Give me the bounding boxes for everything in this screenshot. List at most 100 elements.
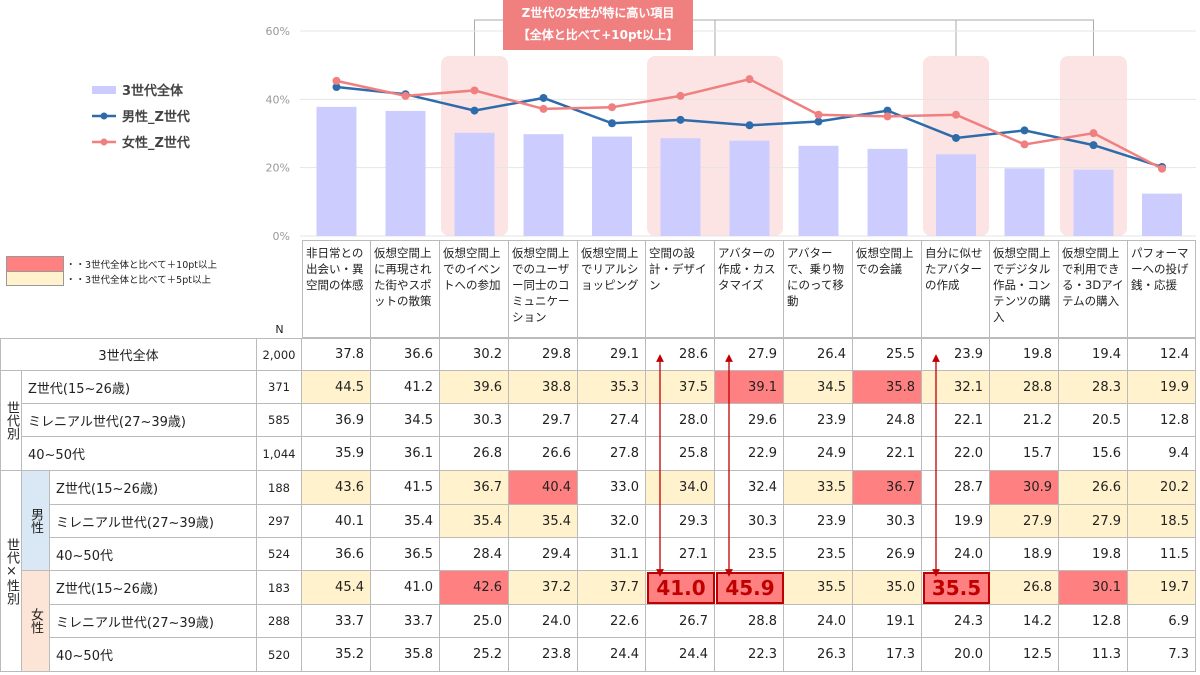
- value-cell: 27.9: [1059, 505, 1128, 538]
- value-cell: 39.6: [440, 371, 509, 404]
- value-cell: 26.6: [509, 437, 578, 471]
- value-cell: 28.7: [922, 471, 990, 505]
- value-cell: 24.9: [784, 437, 853, 471]
- value-cell: 34.5: [784, 371, 853, 404]
- value-cell: 28.3: [1059, 371, 1128, 404]
- value-cell: 19.8: [1059, 538, 1128, 571]
- y-tick-label: 0%: [273, 230, 290, 240]
- row-label: ミレニアル世代(27~39歳): [50, 505, 257, 538]
- value-cell: 26.6: [1059, 471, 1128, 505]
- n-value: 585: [257, 404, 302, 437]
- n-value: 520: [257, 638, 302, 672]
- value-cell: 27.9: [715, 338, 784, 371]
- value-cell: 35.4: [371, 505, 440, 538]
- value-cell: 23.9: [922, 338, 990, 371]
- value-cell: 18.9: [990, 538, 1059, 571]
- value-cell: 19.9: [1128, 371, 1196, 404]
- value-cell: 24.0: [922, 538, 990, 571]
- value-cell: 28.8: [715, 605, 784, 638]
- y-tick-label: 20%: [266, 162, 290, 175]
- column-header: パフォーマーへの投げ銭・応援: [1128, 240, 1196, 338]
- bar: [867, 148, 908, 236]
- value-cell: 35.9: [302, 437, 371, 471]
- value-cell: 41.2: [371, 371, 440, 404]
- line-marker-icon: [92, 112, 116, 119]
- value-cell: 29.4: [509, 538, 578, 571]
- emphasized-value: 45.9: [716, 572, 784, 604]
- column-header: 仮想空間上でデジタル作品・コンテンツの購入: [990, 240, 1059, 338]
- value-cell: 19.4: [1059, 338, 1128, 371]
- value-cell: 20.2: [1128, 471, 1196, 505]
- data-point: [745, 75, 754, 84]
- value-cell: 25.5: [853, 338, 922, 371]
- data-point: [883, 106, 892, 115]
- value-cell: 24.3: [922, 605, 990, 638]
- value-cell: 39.1: [715, 371, 784, 404]
- column-header: 自分に似せたアバターの作成: [922, 240, 990, 338]
- column-header: 仮想空間上でのイベントへの参加: [440, 240, 509, 338]
- legend-label: 女性_Z世代: [122, 136, 190, 151]
- value-cell: 28.8: [990, 371, 1059, 404]
- legend-item-female-z: 女性_Z世代: [92, 132, 190, 151]
- data-point: [1158, 164, 1166, 173]
- value-cell: 28.0: [646, 404, 715, 437]
- value-cell: 36.5: [371, 538, 440, 571]
- value-cell: 30.3: [715, 505, 784, 538]
- value-cell: 35.4: [509, 505, 578, 538]
- value-cell: 12.4: [1128, 338, 1196, 371]
- data-point: [952, 110, 960, 119]
- value-cell: 40.1: [302, 505, 371, 538]
- bar: [729, 140, 770, 236]
- value-cell: 23.9: [784, 505, 853, 538]
- annotation-line1: Z世代の女性が特に高い項目: [521, 6, 675, 20]
- value-cell: 15.6: [1059, 437, 1128, 471]
- value-cell: 20.5: [1059, 404, 1128, 437]
- data-point: [470, 106, 479, 115]
- bar: [454, 132, 495, 236]
- value-cell: 36.6: [371, 338, 440, 371]
- value-cell: 35.8: [371, 638, 440, 672]
- bar: [592, 136, 632, 236]
- value-cell: 26.8: [440, 437, 509, 471]
- key-label-yellow: ・・3世代全体と比べて＋5pt以上: [66, 275, 211, 286]
- value-cell: 17.3: [853, 638, 922, 672]
- value-cell: 26.7: [646, 605, 715, 638]
- value-cell: 26.4: [784, 338, 853, 371]
- value-cell: 19.7: [1128, 571, 1196, 605]
- data-point: [401, 91, 410, 100]
- value-cell: 9.4: [1128, 437, 1196, 471]
- value-cell: 26.9: [853, 538, 922, 571]
- column-header: アバターの作成・カスタマイズ: [715, 240, 784, 338]
- n-value: 371: [257, 371, 302, 404]
- annotation-bracket: [474, 19, 1094, 56]
- value-cell: 35.3: [578, 371, 646, 404]
- n-value: 524: [257, 538, 302, 571]
- value-cell: 29.3: [646, 505, 715, 538]
- value-cell: 12.5: [990, 638, 1059, 672]
- value-cell: 22.1: [853, 437, 922, 471]
- annotation-line2: 【全体と比べて+10pt以上】: [517, 28, 679, 42]
- data-point: [332, 76, 341, 85]
- row-label: 3世代全体: [0, 338, 257, 371]
- value-cell: 32.0: [578, 505, 646, 538]
- value-cell: 35.0: [853, 571, 922, 605]
- value-cell: 19.9: [922, 505, 990, 538]
- column-header: 非日常との出会い・異空間の体感: [302, 240, 371, 338]
- value-cell: 14.2: [990, 605, 1059, 638]
- emphasized-value: 41.0: [647, 572, 715, 604]
- value-cell: 25.0: [440, 605, 509, 638]
- value-cell: 30.9: [990, 471, 1059, 505]
- value-cell: 33.0: [578, 471, 646, 505]
- value-cell: 30.2: [440, 338, 509, 371]
- row-label: 40~50代: [50, 638, 257, 672]
- column-header: 仮想空間上に再現された街やスポットの散策: [371, 240, 440, 338]
- bar: [385, 110, 426, 236]
- value-cell: 22.3: [715, 638, 784, 672]
- value-cell: 37.8: [302, 338, 371, 371]
- value-cell: 36.7: [853, 471, 922, 505]
- value-cell: 22.6: [578, 605, 646, 638]
- value-cell: 34.5: [371, 404, 440, 437]
- column-header: 仮想空間上でリアルショッピング: [578, 240, 646, 338]
- legend-item-male-z: 男性_Z世代: [92, 106, 190, 125]
- n-value: 288: [257, 605, 302, 638]
